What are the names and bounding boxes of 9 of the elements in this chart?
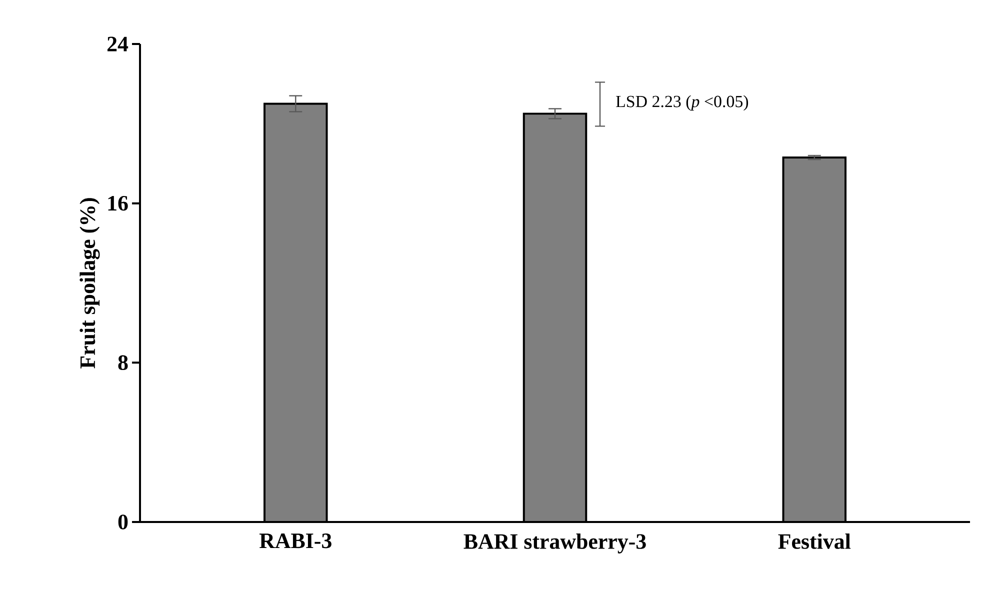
annotation: LSD 2.23 (p <0.05) bbox=[616, 95, 748, 111]
y-tick-label: 24 bbox=[107, 36, 128, 52]
y-tick-label: 8 bbox=[118, 355, 128, 370]
x-tick-label: Festival bbox=[778, 534, 851, 549]
y-tick-label: 0 bbox=[118, 514, 128, 530]
x-tick-label: BARI strawberry-3 bbox=[464, 534, 646, 554]
x-tick-label: RABI-3 bbox=[259, 534, 332, 548]
y-tick-label: 16 bbox=[108, 196, 128, 211]
y-axis-title: Fruit spoilage (%) bbox=[80, 198, 100, 368]
